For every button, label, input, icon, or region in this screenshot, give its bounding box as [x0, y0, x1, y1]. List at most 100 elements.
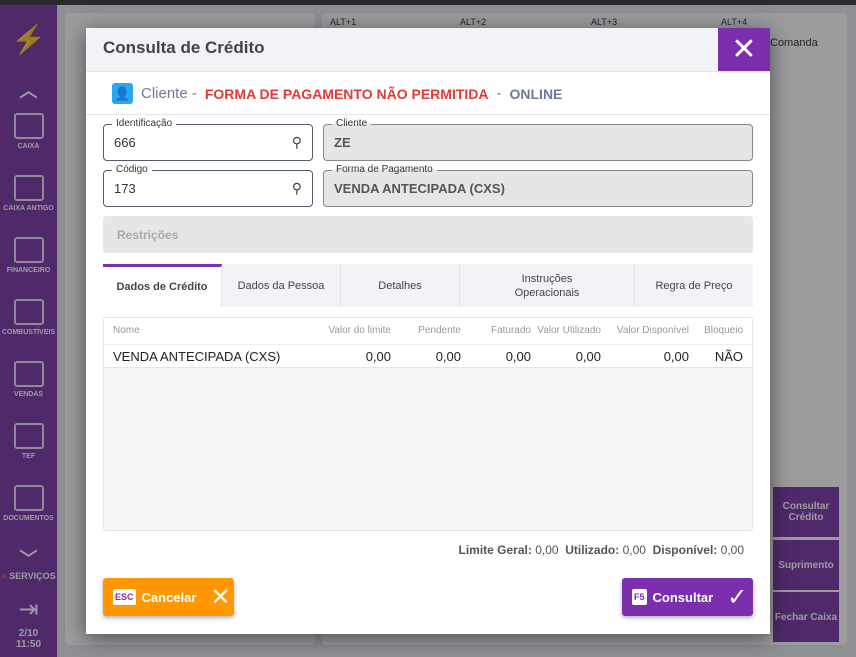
search-icon[interactable]: ⚲: [291, 134, 302, 150]
online-status: ONLINE: [509, 85, 563, 102]
sidebar-item-vendas[interactable]: VENDAS: [0, 361, 57, 398]
date: 2/10: [18, 628, 39, 639]
field-value: 173: [114, 181, 136, 196]
dialog-title: Consulta de Crédito: [103, 38, 265, 57]
shortcut-label: ALT+2: [460, 17, 487, 27]
consultar-credito-button[interactable]: Consultar Crédito: [773, 487, 839, 537]
close-icon: ✕: [731, 33, 757, 66]
forma-pagamento-field: Forma de Pagamento VENDA ANTECIPADA (CXS…: [323, 164, 753, 207]
scroll-up-icon[interactable]: ︿: [19, 81, 38, 101]
sidebar-item-caixa[interactable]: CAIXA: [0, 113, 57, 150]
totals: Limite Geral: 0,00 Utilizado: 0,00 Dispo…: [459, 543, 745, 557]
tab-bar: Dados de Crédito Dados da Pessoa Detalhe…: [103, 264, 753, 307]
field-value: ZE: [334, 135, 351, 150]
divider: [86, 114, 770, 115]
field-label: Cliente: [332, 118, 372, 129]
sidebar-label: CAIXA ANTIGO: [3, 205, 54, 212]
sidebar-label: VENDAS: [13, 391, 44, 398]
restricoes-panel: Restrições: [103, 216, 753, 253]
sidebar-item-tef[interactable]: TEF: [0, 423, 57, 460]
limite-label: Limite Geral:: [458, 543, 532, 557]
column-header: Valor Utilizado: [537, 325, 601, 336]
cliente-field: Cliente ZE: [323, 118, 753, 161]
credit-query-dialog: Consulta de Crédito ✕ 👤 Cliente - FORMA …: [86, 28, 770, 634]
sidebar-label: COMBUSTÍVEIS: [1, 329, 56, 336]
tab-instrucoes[interactable]: Instruções Operacionais: [460, 264, 635, 307]
client-label: Cliente -: [141, 85, 197, 102]
consultar-button[interactable]: F5 Consultar ✓: [622, 578, 753, 616]
cart-icon: [13, 175, 44, 201]
chart-monitor-icon: [13, 361, 44, 387]
money-icon: [13, 237, 44, 263]
esc-key-badge: ESC: [113, 589, 136, 605]
table-row[interactable]: VENDA ANTECIPADA (CXS) 0,00 0,00 0,00 0,…: [104, 344, 752, 368]
cell-bloqueio: NÃO: [714, 348, 743, 364]
field-label: Forma de Pagamento: [332, 164, 437, 175]
cell-pendente: 0,00: [435, 348, 461, 364]
table-header: Nome Valor do limite Pendente Faturado V…: [104, 318, 752, 344]
fechar-caixa-button[interactable]: Fechar Caixa: [773, 592, 839, 642]
column-header: Valor do limite: [328, 325, 391, 336]
disponivel-label: Disponível:: [652, 543, 718, 557]
check-icon: ✓: [727, 583, 748, 611]
tab-comanda[interactable]: Comanda: [770, 37, 818, 49]
close-icon: ✕: [210, 583, 231, 611]
sidebar-label: FINANCEIRO: [6, 267, 51, 274]
sidebar-item-caixa-antigo[interactable]: CAIXA ANTIGO: [0, 175, 57, 212]
column-header: Pendente: [418, 325, 461, 336]
codigo-field[interactable]: Código 173 ⚲: [103, 164, 313, 207]
sidebar-label: CAIXA: [17, 143, 40, 150]
cell-valor-limite: 0,00: [365, 348, 391, 364]
sidebar-label: TEF: [21, 453, 36, 460]
suprimento-button[interactable]: Suprimento: [773, 540, 839, 590]
close-button[interactable]: ✕: [718, 28, 770, 71]
sidebar-item-combustiveis[interactable]: COMBUSTÍVEIS: [0, 299, 57, 336]
tab-detalhes[interactable]: Detalhes: [341, 264, 460, 307]
sidebar-item-financeiro[interactable]: FINANCEIRO: [0, 237, 57, 274]
column-header: Faturado: [490, 325, 531, 336]
payment-status: FORMA DE PAGAMENTO NÃO PERMITIDA: [204, 85, 489, 102]
cancel-button[interactable]: ESC Cancelar ✕: [103, 578, 234, 616]
field-label: Código: [112, 164, 152, 175]
column-header: Bloqueio: [704, 325, 743, 336]
shortcut-label: ALT+1: [330, 17, 357, 27]
tab-dados-credito[interactable]: Dados de Crédito: [103, 264, 222, 307]
cart-icon: [13, 113, 44, 139]
sidebar-label: DOCUMENTOS: [3, 515, 54, 522]
services-status[interactable]: ● SERVIÇOS: [0, 571, 57, 581]
cell-valor-utilizado: 0,00: [575, 348, 601, 364]
scroll-down-icon[interactable]: ﹀: [19, 549, 38, 569]
time: 11:50: [15, 639, 42, 650]
user-icon: 👤: [112, 83, 133, 104]
separator: -: [496, 85, 502, 102]
disponivel-value: 0,00: [720, 543, 744, 557]
tab-regra-preco[interactable]: Regra de Preço: [655, 279, 733, 292]
column-header: Valor Disponível: [616, 325, 689, 336]
cell-nome: VENDA ANTECIPADA (CXS): [113, 348, 281, 364]
field-value: VENDA ANTECIPADA (CXS): [334, 181, 505, 196]
logo-icon: ⚡: [11, 24, 46, 55]
tab-dados-pessoa[interactable]: Dados da Pessoa: [222, 264, 341, 307]
sidebar-item-documentos[interactable]: DOCUMENTOS: [0, 485, 57, 522]
fuel-pump-icon: [13, 299, 44, 325]
search-icon[interactable]: ⚲: [291, 180, 302, 196]
sidebar: ⚡ ︿ CAIXA CAIXA ANTIGO FINANCEIRO COMBUS…: [0, 5, 57, 657]
field-value: 666: [114, 135, 136, 150]
dialog-header: Consulta de Crédito: [86, 28, 770, 72]
f5-key-badge: F5: [632, 589, 647, 605]
utilizado-label: Utilizado:: [565, 543, 620, 557]
cancel-label: Cancelar: [141, 589, 197, 605]
credit-table: Nome Valor do limite Pendente Faturado V…: [103, 317, 753, 531]
document-icon: [13, 485, 44, 511]
logout-icon[interactable]: ⇥: [18, 596, 39, 623]
column-header: Nome: [113, 325, 140, 336]
services-label: SERVIÇOS: [9, 571, 56, 581]
cell-faturado: 0,00: [505, 348, 531, 364]
status-dot-icon: ●: [1, 571, 7, 581]
identificacao-field[interactable]: Identificação 666 ⚲: [103, 118, 313, 161]
field-label: Identificação: [112, 118, 177, 129]
client-status-line: 👤 Cliente - FORMA DE PAGAMENTO NÃO PERMI…: [112, 83, 562, 104]
utilizado-value: 0,00: [622, 543, 646, 557]
clock: 2/10 11:50: [0, 628, 57, 650]
consultar-label: Consultar: [652, 589, 714, 605]
